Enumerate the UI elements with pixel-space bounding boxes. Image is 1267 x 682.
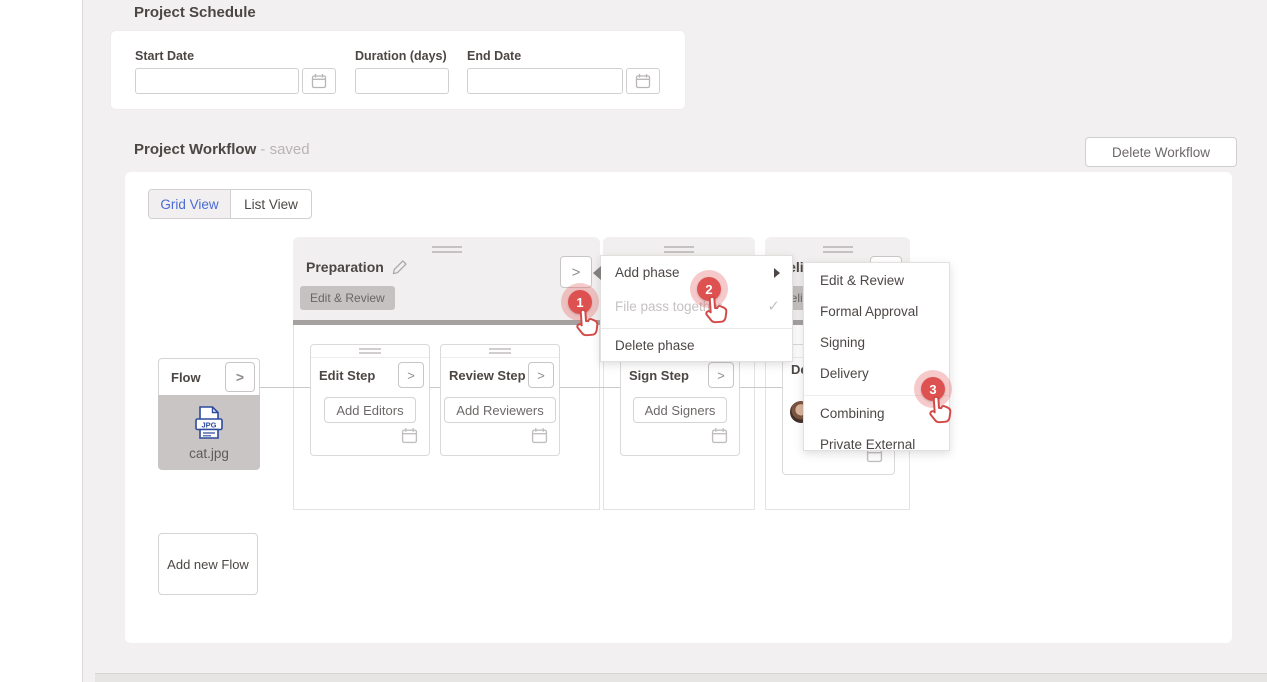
menu-divider bbox=[601, 328, 792, 329]
end-date-input[interactable] bbox=[467, 68, 623, 94]
drag-handle-icon[interactable] bbox=[359, 348, 381, 354]
menu-pointer-icon bbox=[593, 266, 601, 280]
workflow-saved-status: - saved bbox=[260, 141, 310, 158]
left-margin-strip bbox=[0, 0, 83, 682]
calendar-icon bbox=[311, 74, 327, 89]
drag-handle-icon[interactable] bbox=[822, 246, 853, 253]
add-new-flow-button[interactable]: Add new Flow bbox=[158, 533, 258, 595]
step-title: Sign Step bbox=[629, 367, 689, 383]
start-date-input[interactable] bbox=[135, 68, 299, 94]
step-number-badge: 3 bbox=[921, 377, 945, 401]
end-date-calendar-button[interactable] bbox=[626, 68, 660, 94]
workflow-title-text: Project Workflow bbox=[134, 141, 257, 158]
flow-expand-button[interactable]: > bbox=[225, 362, 255, 392]
phase-title: Preparation bbox=[306, 259, 384, 275]
step-date-button[interactable] bbox=[401, 427, 418, 444]
step-card-edit: Edit Step > Add Editors bbox=[310, 344, 430, 456]
phase-menu-button[interactable]: > bbox=[560, 256, 592, 288]
step-title: Review Step bbox=[449, 367, 526, 383]
end-date-label: End Date bbox=[467, 49, 522, 63]
menu-item-file-pass-together[interactable]: File pass together ✓ bbox=[615, 297, 780, 315]
schedule-card: Start Date Duration (days) End Date bbox=[110, 30, 686, 110]
flow-card-header: Flow > bbox=[158, 358, 260, 395]
duration-input[interactable] bbox=[355, 68, 449, 94]
bottom-section-edge bbox=[95, 673, 1267, 682]
step-menu-button[interactable]: > bbox=[708, 362, 734, 388]
drag-handle-icon[interactable] bbox=[489, 348, 511, 354]
step-number-badge: 1 bbox=[568, 290, 592, 314]
tab-grid-view[interactable]: Grid View bbox=[149, 190, 230, 218]
submenu-item-combining[interactable]: Combining bbox=[820, 406, 885, 421]
step-number-badge: 2 bbox=[697, 277, 721, 301]
step-menu-button[interactable]: > bbox=[528, 362, 554, 388]
hand-cursor-icon bbox=[576, 308, 599, 337]
step-card-review: Review Step > Add Reviewers bbox=[440, 344, 560, 456]
hand-cursor-icon bbox=[705, 295, 728, 324]
drag-handle-icon[interactable] bbox=[664, 246, 694, 253]
tab-list-view[interactable]: List View bbox=[230, 190, 311, 218]
duration-field-group: Duration (days) bbox=[355, 49, 449, 94]
submenu-divider bbox=[804, 395, 949, 396]
submenu-arrow-icon bbox=[774, 267, 780, 278]
start-date-field-group: Start Date bbox=[135, 49, 336, 94]
step-menu-button[interactable]: > bbox=[398, 362, 424, 388]
submenu-item-private-external[interactable]: Private External bbox=[820, 437, 916, 452]
delete-workflow-button[interactable]: Delete Workflow bbox=[1085, 137, 1237, 167]
menu-item-add-phase[interactable]: Add phase bbox=[615, 265, 780, 280]
submenu-item-edit-review[interactable]: Edit & Review bbox=[820, 273, 905, 288]
phase-type-badge: Edit & Review bbox=[300, 286, 395, 310]
step-date-button[interactable] bbox=[531, 427, 548, 444]
schedule-section-title: Project Schedule bbox=[134, 4, 256, 21]
checkmark-icon: ✓ bbox=[767, 298, 780, 315]
flow-card-file-area[interactable]: JPG cat.jpg bbox=[158, 395, 260, 470]
phase-header: Preparation Edit & Review > bbox=[293, 237, 600, 320]
view-tabs: Grid View List View bbox=[148, 189, 312, 219]
phase-context-menu: Add phase File pass together ✓ Delete ph… bbox=[593, 255, 793, 362]
flow-card-title: Flow bbox=[171, 369, 201, 385]
phase-separator-bar bbox=[293, 320, 600, 325]
calendar-icon bbox=[401, 428, 418, 444]
end-date-field-group: End Date bbox=[467, 49, 660, 94]
step-handle-row bbox=[441, 345, 559, 358]
chevron-right-icon: > bbox=[235, 369, 245, 385]
hand-cursor-icon bbox=[929, 395, 952, 424]
submenu-item-delivery[interactable]: Delivery bbox=[820, 366, 869, 381]
start-date-label: Start Date bbox=[135, 49, 195, 63]
add-editors-button[interactable]: Add Editors bbox=[324, 397, 416, 423]
duration-label: Duration (days) bbox=[355, 49, 447, 63]
pencil-edit-icon[interactable] bbox=[392, 259, 408, 275]
chevron-right-icon: > bbox=[407, 367, 415, 383]
flow-card: Flow > JPG cat.jpg bbox=[158, 358, 260, 470]
menu-item-label: File pass together bbox=[615, 298, 723, 314]
add-reviewers-button[interactable]: Add Reviewers bbox=[444, 397, 556, 423]
step-title: Edit Step bbox=[319, 367, 376, 383]
calendar-icon bbox=[711, 428, 728, 444]
start-date-calendar-button[interactable] bbox=[302, 68, 336, 94]
workflow-section-title: Project Workflow - saved bbox=[134, 141, 310, 158]
menu-item-label: Delete phase bbox=[615, 338, 695, 353]
menu-item-delete-phase[interactable]: Delete phase bbox=[615, 338, 780, 353]
jpg-file-icon: JPG bbox=[195, 405, 223, 439]
flow-file-name: cat.jpg bbox=[189, 445, 229, 461]
chevron-right-icon: > bbox=[537, 367, 545, 383]
calendar-icon bbox=[635, 74, 651, 89]
step-date-button[interactable] bbox=[711, 427, 728, 444]
step-card-sign: Sign Step > Add Signers bbox=[620, 344, 740, 456]
calendar-icon bbox=[531, 428, 548, 444]
menu-item-label: Add phase bbox=[615, 265, 680, 280]
chevron-right-icon: > bbox=[571, 263, 581, 281]
step-handle-row bbox=[311, 345, 429, 358]
add-signers-button[interactable]: Add Signers bbox=[632, 397, 728, 423]
submenu-item-signing[interactable]: Signing bbox=[820, 335, 866, 350]
chevron-right-icon: > bbox=[717, 367, 725, 383]
add-phase-submenu: Edit & Review Formal Approval Signing De… bbox=[803, 262, 950, 452]
submenu-item-formal-approval[interactable]: Formal Approval bbox=[820, 304, 919, 319]
drag-handle-icon[interactable] bbox=[431, 246, 462, 253]
svg-text:JPG: JPG bbox=[201, 420, 216, 429]
